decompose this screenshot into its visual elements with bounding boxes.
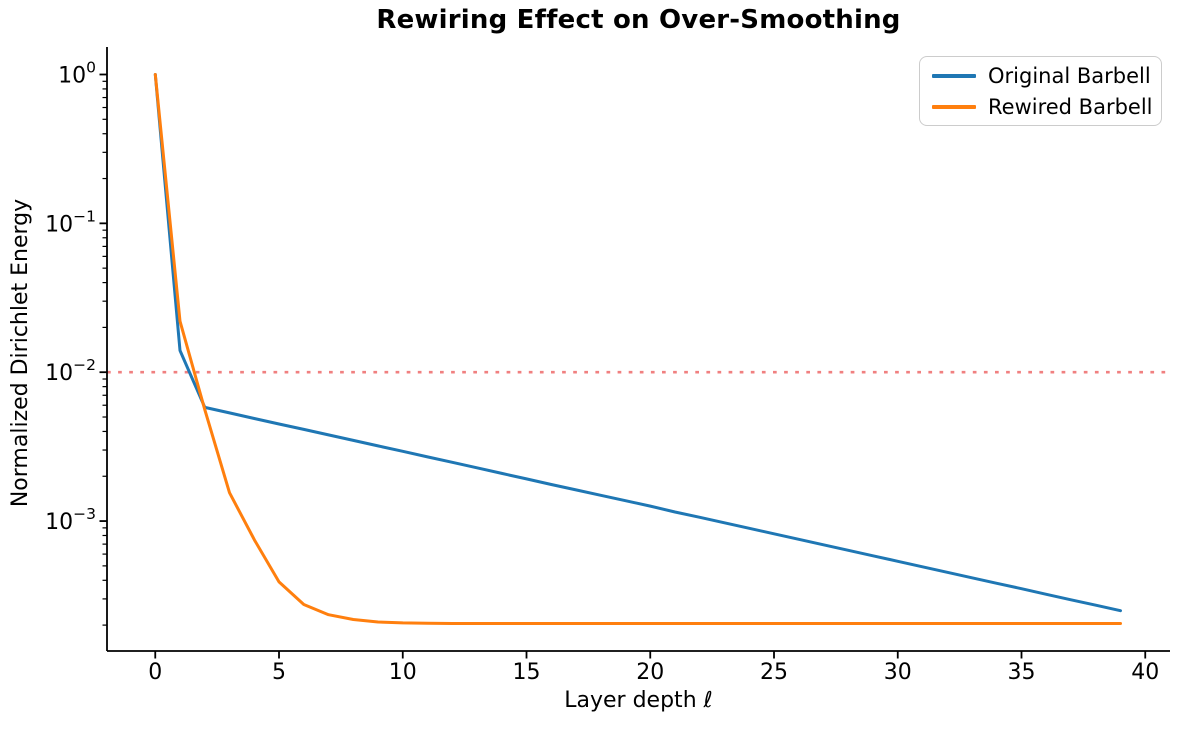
- x-tick-label: 10: [389, 660, 417, 685]
- legend-line-swatch-original: [932, 73, 976, 78]
- legend-item-rewired-barbell: Rewired Barbell: [932, 93, 1153, 120]
- x-tick-label: 0: [148, 660, 162, 685]
- legend-label-rewired: Rewired Barbell: [988, 94, 1153, 119]
- legend-line-swatch-rewired: [932, 104, 976, 109]
- x-tick-label: 20: [636, 660, 664, 685]
- x-tick-label: 30: [884, 660, 912, 685]
- legend-item-original-barbell: Original Barbell: [932, 62, 1151, 89]
- y-tick-label: 10−2: [45, 356, 96, 386]
- x-tick-label: 5: [272, 660, 286, 685]
- legend-label-original: Original Barbell: [988, 63, 1151, 88]
- chart-title: Rewiring Effect on Over-Smoothing: [376, 5, 901, 35]
- y-tick-label: 10−3: [45, 505, 96, 535]
- original-barbell-line: [153, 73, 1122, 613]
- x-axis-label: Layer depth ℓ: [564, 688, 713, 713]
- x-tick-label: 15: [513, 660, 541, 685]
- rewired-barbell-line: [153, 73, 1122, 625]
- x-tick-label: 35: [1008, 660, 1036, 685]
- x-tick-label: 25: [760, 660, 788, 685]
- x-tick-label: 40: [1131, 660, 1159, 685]
- y-tick-label: 100: [58, 58, 96, 88]
- legend: Original Barbell Rewired Barbell: [919, 56, 1162, 126]
- y-axis-label: Normalized Dirichlet Energy: [8, 198, 33, 508]
- y-tick-label: 10−1: [45, 207, 96, 237]
